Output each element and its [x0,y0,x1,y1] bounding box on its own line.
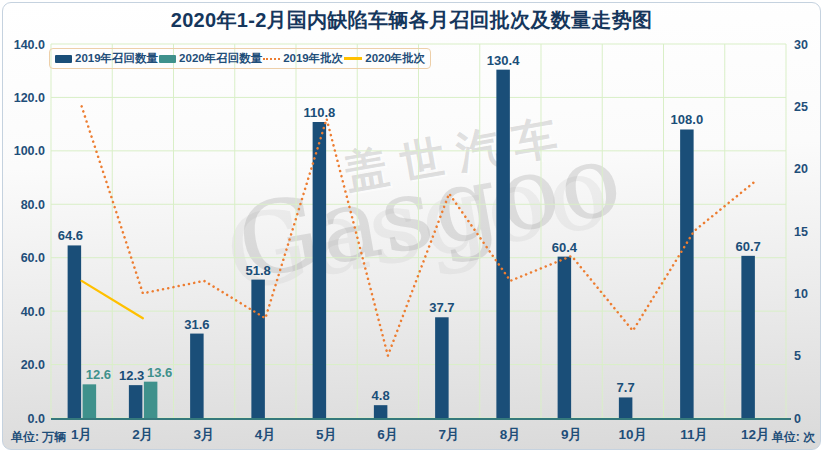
svg-text:30: 30 [794,38,808,52]
svg-text:100.0: 100.0 [14,144,45,158]
svg-text:108.0: 108.0 [671,112,704,127]
svg-text:15: 15 [794,225,808,239]
unit-right-label: 单位: 次 [772,429,815,446]
legend-item-2020-line[interactable]: 2020年批次 [344,51,425,66]
svg-text:1月: 1月 [71,427,92,442]
svg-text:51.8: 51.8 [245,263,270,278]
svg-text:20: 20 [794,162,808,176]
svg-text:7月: 7月 [439,427,460,442]
svg-text:5: 5 [794,349,801,363]
legend-item-2019-bars[interactable]: 2019年召回数量 [55,51,158,66]
svg-text:10月: 10月 [619,427,648,442]
chart-card: 2020年1-2月国内缺陷车辆各月召回批次及数量走势图 盖世汽车 Gasgoo … [2,2,821,450]
svg-text:60.0: 60.0 [21,251,45,265]
legend-swatch-2019-bar [55,55,72,63]
svg-text:140.0: 140.0 [14,38,45,52]
unit-left-label: 单位: 万辆 [11,429,66,446]
svg-text:10: 10 [794,287,808,301]
svg-text:9月: 9月 [561,427,582,442]
svg-text:40.0: 40.0 [21,305,45,319]
svg-text:3月: 3月 [194,427,215,442]
svg-text:4月: 4月 [255,427,276,442]
svg-text:11月: 11月 [680,427,708,442]
legend-swatch-2019-line [263,58,280,60]
svg-text:12.3: 12.3 [119,368,144,383]
svg-text:4.8: 4.8 [372,388,390,403]
chart-legend: 2019年召回数量 2020年召回数量 2019年批次 2020年批次 [49,48,431,69]
svg-text:8月: 8月 [500,427,521,442]
svg-text:37.7: 37.7 [429,300,454,315]
svg-text:0: 0 [794,412,801,426]
legend-item-2020-bars[interactable]: 2020年召回数量 [159,51,262,66]
svg-text:2月: 2月 [132,427,153,442]
legend-swatch-2020-bar [159,55,176,63]
svg-text:25: 25 [794,100,808,114]
svg-text:13.6: 13.6 [147,365,172,380]
legend-item-2019-line[interactable]: 2019年批次 [263,51,343,66]
svg-text:110.8: 110.8 [303,105,335,120]
svg-text:64.6: 64.6 [58,228,83,243]
svg-text:6月: 6月 [377,427,398,442]
svg-text:20.0: 20.0 [21,358,45,372]
chart-plot: 0.0 20.0 40.0 60.0 80.0 100.0 120.0 140.0 0 5 10 15… [2,2,821,450]
svg-text:12月: 12月 [741,427,770,442]
svg-text:60.7: 60.7 [735,239,760,254]
svg-text:60.4: 60.4 [552,240,578,255]
svg-text:0.0: 0.0 [28,412,45,426]
svg-text:5月: 5月 [316,427,337,442]
legend-swatch-2020-line [344,57,362,60]
svg-text:31.6: 31.6 [184,317,209,332]
svg-text:80.0: 80.0 [21,198,45,212]
svg-text:12.6: 12.6 [86,367,111,382]
svg-text:7.7: 7.7 [617,380,635,395]
svg-text:120.0: 120.0 [14,91,45,105]
svg-text:130.4: 130.4 [487,53,520,68]
